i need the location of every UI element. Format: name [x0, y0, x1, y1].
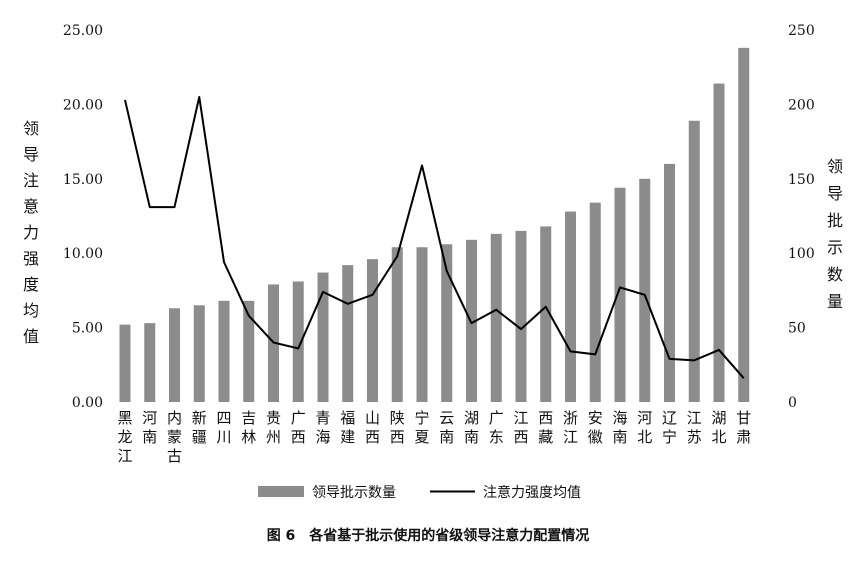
bar — [144, 323, 156, 402]
category-label: 辽宁 — [662, 409, 677, 446]
bar — [515, 230, 527, 402]
figure-caption: 图 6 各省基于批示使用的省级领导注意力配置情况 — [267, 527, 590, 544]
category-label: 海南 — [612, 409, 627, 446]
bar — [391, 247, 403, 402]
right-tick-label: 200 — [788, 97, 815, 113]
category-label: 浙江 — [563, 409, 578, 446]
category-label: 黑龙江 — [117, 409, 132, 465]
right-tick-label: 50 — [788, 321, 806, 337]
right-tick-label: 100 — [788, 246, 815, 262]
right-axis-label: 领导批示数量 — [827, 157, 843, 311]
right-axis-title: 领导批示数量 — [827, 157, 843, 311]
legend: 领导批示数量 注意力强度均值 — [258, 484, 581, 501]
bar — [218, 300, 230, 402]
bar — [193, 305, 205, 402]
left-tick-label: 25.00 — [63, 23, 103, 39]
left-tick-label: 10.00 — [63, 246, 103, 262]
category-label: 内蒙古 — [167, 409, 182, 465]
category-label: 陕西 — [390, 409, 405, 446]
category-label: 宁夏 — [414, 409, 429, 446]
category-label: 云南 — [439, 409, 454, 446]
category-label: 四川 — [216, 409, 231, 446]
left-tick-label: 0.00 — [72, 395, 103, 411]
bar — [664, 163, 675, 402]
bar — [738, 47, 750, 403]
category-label: 山西 — [365, 409, 380, 446]
legend-bar-label: 领导批示数量 — [312, 485, 396, 501]
bar — [713, 83, 725, 402]
right-tick-label: 250 — [788, 23, 815, 39]
series-line — [124, 95, 745, 379]
category-label: 湖南 — [464, 409, 479, 446]
bar — [441, 244, 453, 402]
bar — [317, 272, 329, 402]
line-series — [124, 95, 745, 379]
bar — [119, 324, 131, 402]
category-label: 吉林 — [241, 409, 256, 446]
bar — [367, 259, 378, 402]
category-label: 甘肃 — [736, 409, 751, 446]
category-labels: 黑龙江河南内蒙古新疆四川吉林贵州广西青海福建山西陕西宁夏云南湖南广东江西西藏浙江… — [117, 409, 751, 465]
legend-line-label: 注意力强度均值 — [483, 484, 581, 501]
left-tick-label: 5.00 — [72, 321, 103, 337]
bar — [292, 281, 304, 402]
category-label: 西藏 — [538, 409, 553, 446]
category-label: 江西 — [513, 409, 528, 446]
bar — [614, 187, 626, 402]
category-label: 广西 — [291, 409, 306, 446]
bar-series — [119, 47, 750, 403]
category-label: 河南 — [142, 409, 157, 446]
bar — [243, 300, 255, 402]
bar — [169, 308, 180, 402]
category-label: 青海 — [315, 409, 330, 446]
bar — [416, 247, 428, 402]
left-axis-title: 领导注意力强度均值 — [23, 119, 39, 346]
category-label: 湖北 — [711, 409, 726, 446]
right-tick-label: 0 — [788, 395, 797, 411]
left-axis-ticks: 0.00 5.00 10.00 15.00 20.00 25.00 — [63, 23, 103, 411]
bar — [639, 178, 651, 402]
category-label: 新疆 — [192, 409, 207, 446]
category-label: 福建 — [340, 409, 355, 446]
left-tick-label: 15.00 — [63, 172, 103, 188]
right-tick-label: 150 — [788, 172, 815, 188]
bar — [540, 226, 552, 402]
category-label: 广东 — [489, 409, 504, 446]
bar — [688, 120, 700, 403]
category-label: 贵州 — [266, 409, 281, 446]
legend-bar-swatch — [258, 486, 304, 497]
bar — [342, 265, 354, 402]
category-label: 江苏 — [687, 409, 702, 446]
right-axis-ticks: 0 50 100 150 200 250 — [788, 23, 815, 411]
category-label: 安徽 — [588, 409, 603, 446]
left-axis-label: 领导注意力强度均值 — [23, 119, 39, 346]
left-tick-label: 20.00 — [63, 97, 103, 113]
bar — [589, 202, 601, 402]
bar — [490, 233, 502, 402]
bar — [565, 211, 576, 402]
category-label: 河北 — [637, 409, 652, 446]
